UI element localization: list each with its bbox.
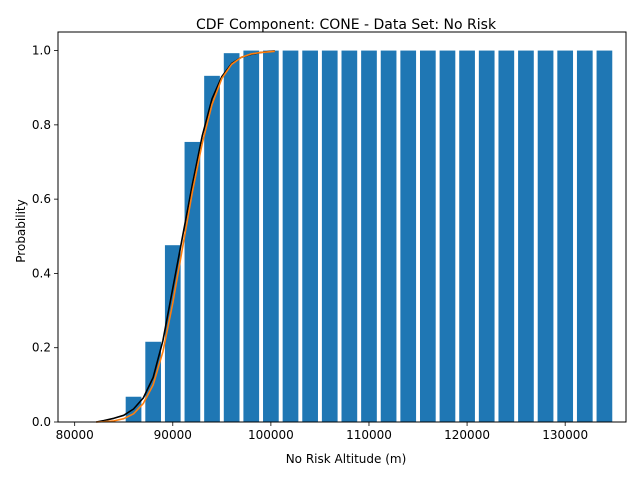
bar-2 — [164, 245, 181, 422]
x-tick-label: 90000 — [154, 428, 192, 442]
x-tick-label: 110000 — [346, 428, 392, 442]
line-group — [96, 50, 275, 423]
x-tick-label: 130000 — [542, 428, 588, 442]
x-tick-label: 120000 — [444, 428, 490, 442]
bar-group — [125, 50, 613, 423]
y-axis-ticks: 0.0 0.2 0.4 0.6 0.8 1.0 — [32, 44, 58, 429]
bar-24 — [596, 50, 613, 422]
bar-8 — [282, 50, 299, 422]
bar-6 — [243, 50, 260, 422]
bar-14 — [400, 50, 417, 422]
bar-20 — [518, 50, 534, 422]
bar-16 — [439, 50, 456, 422]
bar-23 — [576, 50, 593, 422]
y-tick-label: 0.4 — [32, 266, 51, 280]
bar-15 — [419, 50, 436, 422]
bar-9 — [302, 50, 318, 422]
bar-22 — [557, 50, 574, 422]
plot-frame — [57, 31, 627, 423]
bar-7 — [263, 50, 279, 422]
x-axis-label: No Risk Altitude (m) — [286, 452, 407, 466]
bar-4 — [204, 75, 220, 422]
bar-19 — [498, 50, 515, 422]
y-axis-label: Probability — [14, 199, 28, 262]
bar-12 — [361, 50, 377, 422]
bar-17 — [459, 50, 475, 422]
x-tick-label: 80000 — [56, 428, 94, 442]
cdf-line-1 — [96, 50, 275, 423]
bar-5 — [223, 53, 240, 423]
bar-18 — [478, 50, 495, 422]
bar-11 — [341, 50, 358, 422]
bar-13 — [380, 50, 397, 422]
bar-21 — [537, 50, 554, 422]
y-tick-label: 1.0 — [32, 44, 51, 58]
y-tick-label: 0.6 — [32, 192, 51, 206]
y-tick-label: 0.2 — [32, 341, 51, 355]
x-axis-ticks: 80000 90000 100000 110000 120000 130000 — [56, 422, 588, 442]
bar-10 — [321, 50, 338, 422]
x-tick-label: 100000 — [248, 428, 294, 442]
y-tick-label: 0.0 — [32, 415, 51, 429]
y-tick-label: 0.8 — [32, 118, 51, 132]
chart-title: CDF Component: CONE - Data Set: No Risk — [196, 17, 497, 33]
